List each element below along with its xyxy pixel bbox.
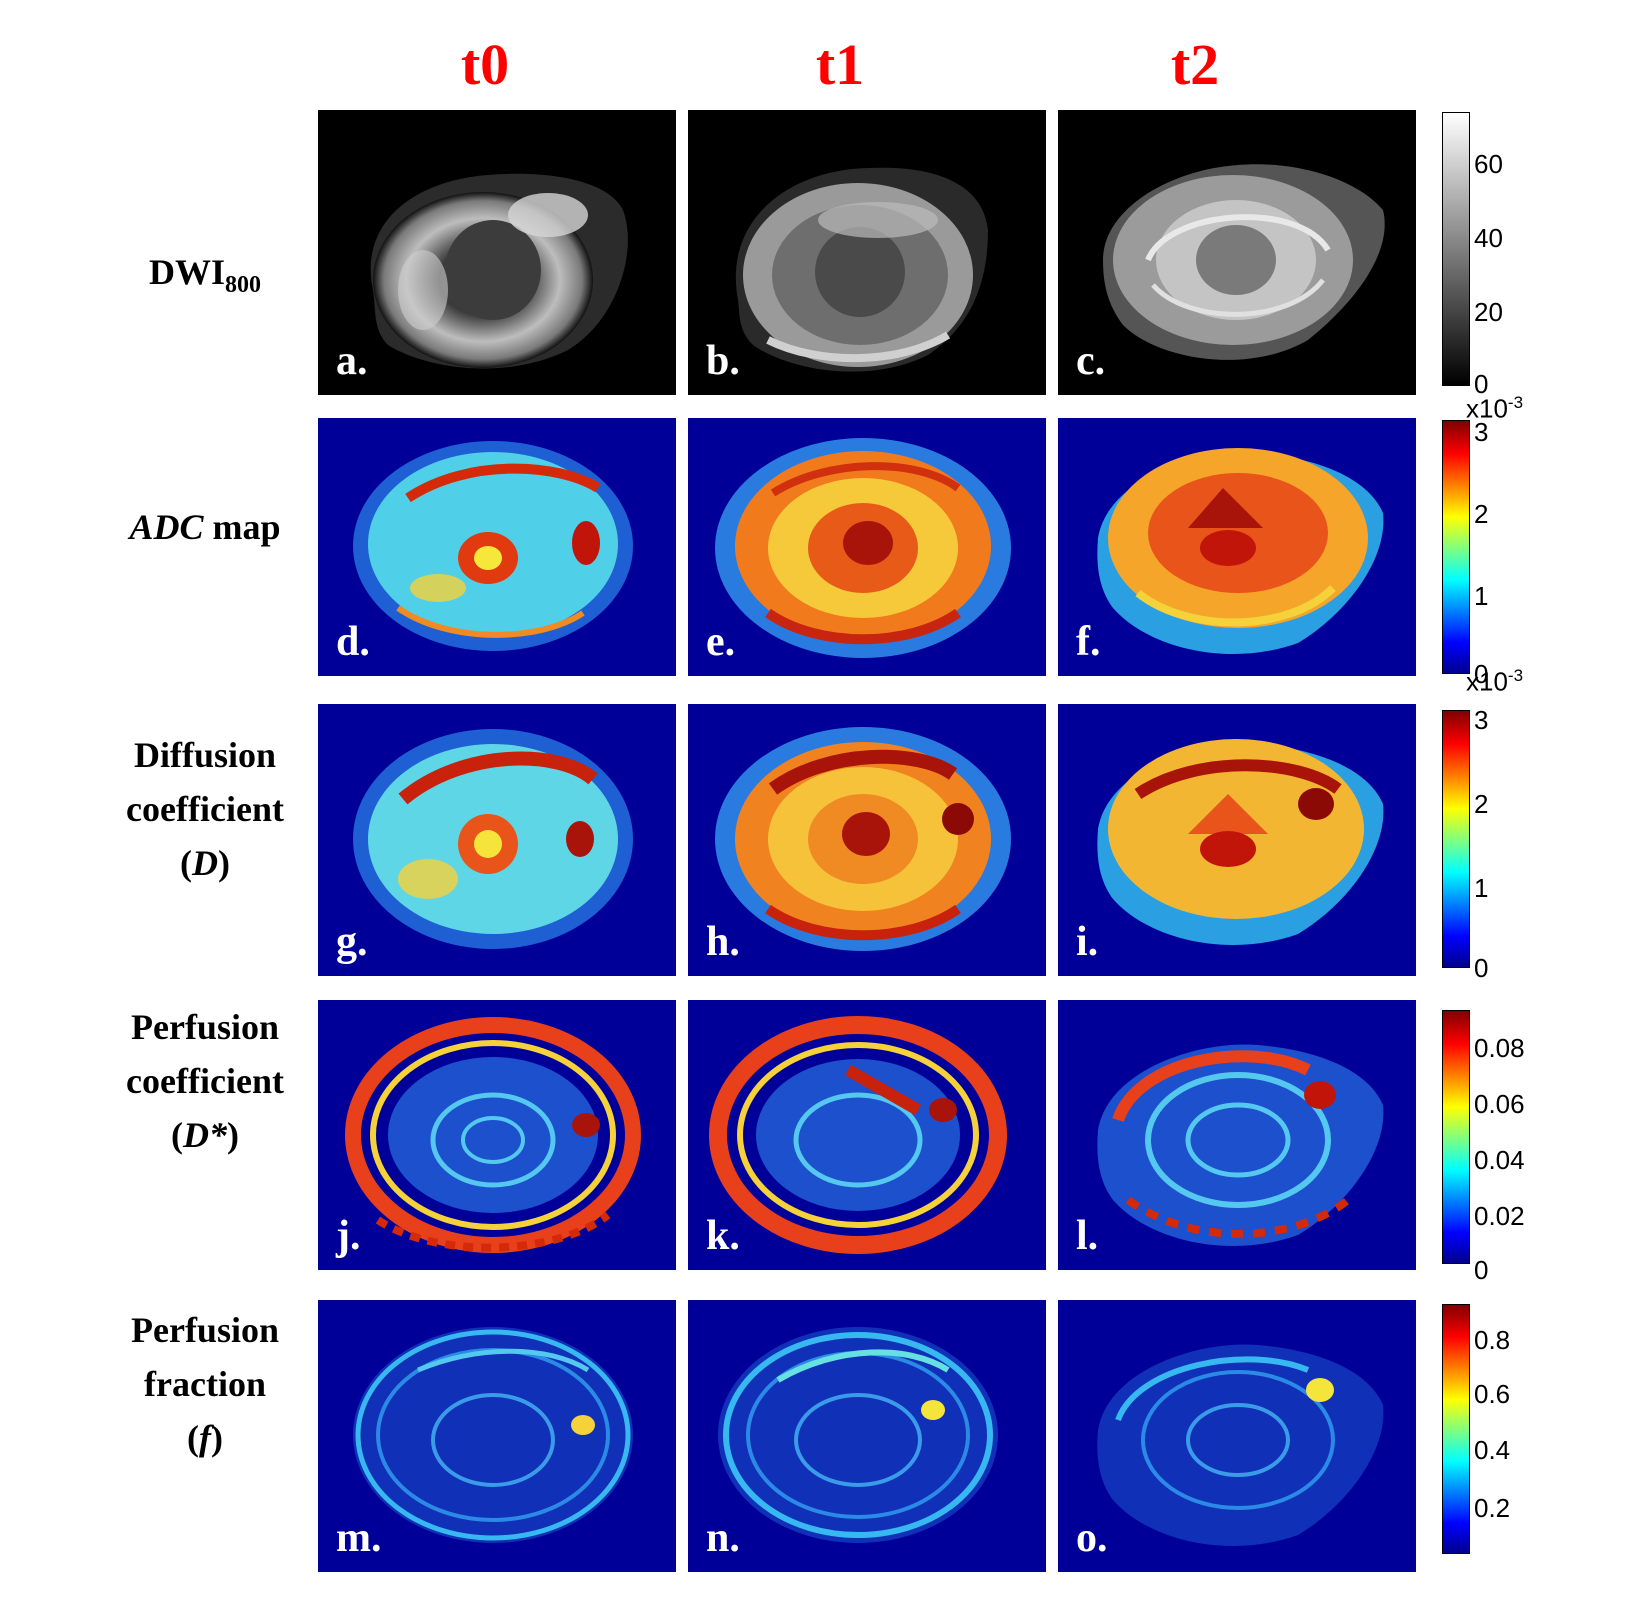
adc-map-t0: d. [318, 418, 676, 676]
panel-label-o: o. [1076, 1515, 1108, 1561]
d-map-t2: i. [1058, 704, 1416, 976]
row-label-diffusion-paren: (D) [180, 843, 230, 883]
column-header-t1: t1 [815, 32, 865, 97]
adc-map-t2-graphic [1097, 448, 1384, 655]
row-label-adc-italic: ADC [129, 507, 204, 547]
row-label-diffusion-symbol: D [192, 843, 218, 883]
dwi-image-t2-graphic [1103, 164, 1385, 360]
colorbar-d [1442, 710, 1470, 968]
dstar-map-t1-graphic [709, 1016, 1007, 1254]
adc-map-t1-graphic [715, 438, 1011, 658]
panel-label-c: c. [1076, 338, 1106, 384]
f-map-t2-graphic [1097, 1344, 1384, 1547]
colorbar-dstar-tick-002: 0.02 [1474, 1201, 1525, 1231]
colorbar-adc-exponent: x10-3 [1466, 393, 1524, 424]
d-map-t0-graphic [353, 729, 633, 949]
dstar-map-t2-graphic [1097, 1044, 1384, 1247]
colorbar-dwi-tick-0: 0 [1474, 369, 1489, 399]
panel-label-g: g. [336, 919, 368, 965]
colorbar-dstar-tick-008: 0.08 [1474, 1033, 1525, 1063]
row-label-diffusion: Diffusion coefficient (D) [80, 728, 330, 890]
adc-map-t2: f. [1058, 418, 1416, 676]
row-label-perfusion-coef-paren: (D*) [171, 1115, 239, 1155]
colorbar-dstar-tick-0: 0 [1474, 1255, 1489, 1285]
column-header-t0: t0 [460, 32, 510, 97]
colorbar-adc [1442, 420, 1470, 674]
d-map-t1: h. [688, 704, 1046, 976]
dstar-map-t0-graphic [345, 1017, 641, 1253]
colorbar-dwi-tick-40: 40 [1474, 223, 1503, 253]
panel-label-b: b. [706, 338, 740, 384]
column-header-t2: t2 [1170, 32, 1220, 97]
colorbar-d-tick-3: 3 [1474, 705, 1489, 735]
f-map-t0: m. [318, 1300, 676, 1572]
f-map-t1-graphic [718, 1327, 998, 1543]
row-label-perfusion-fraction-symbol: f [199, 1418, 211, 1458]
colorbar-d-tick-2: 2 [1474, 789, 1489, 819]
panel-label-h: h. [706, 919, 740, 965]
f-map-t0-graphic [353, 1327, 633, 1543]
row-label-diffusion-line2: coefficient [126, 789, 284, 829]
dwi-image-t2: c. [1058, 110, 1416, 395]
colorbar-f-tick-08: 0.8 [1474, 1325, 1511, 1355]
colorbar-dwi-tick-60: 60 [1474, 149, 1503, 179]
row-label-adc: ADC map [80, 500, 330, 554]
colorbar-f [1442, 1304, 1470, 1554]
panel-label-e: e. [706, 619, 736, 665]
row-label-diffusion-line1: Diffusion [133, 735, 277, 775]
row-label-dwi-text: DWI [148, 252, 225, 292]
row-label-dwi-sub: 800 [225, 272, 261, 299]
colorbar-adc-tick-3: 3 [1474, 417, 1489, 447]
f-map-t2: o. [1058, 1300, 1416, 1572]
dstar-map-t2: l. [1058, 1000, 1416, 1270]
row-label-perfusion-coef-line2: coefficient [126, 1061, 284, 1101]
colorbar-dwi [1442, 112, 1470, 386]
row-label-perfusion-fraction-line2: fraction [144, 1364, 266, 1404]
panel-label-a: a. [336, 338, 368, 384]
colorbar-adc-tick-2: 2 [1474, 499, 1489, 529]
dwi-image-t1: b. [688, 110, 1046, 395]
d-map-t2-graphic [1097, 739, 1384, 946]
dstar-map-t1: k. [688, 1000, 1046, 1270]
row-label-perfusion-coef: Perfusion coefficient (D*) [80, 1000, 330, 1162]
d-map-t0: g. [318, 704, 676, 976]
d-map-t1-graphic [715, 727, 1011, 951]
panel-label-n: n. [706, 1515, 740, 1561]
colorbar-d-tick-0: 0 [1474, 953, 1489, 983]
row-label-adc-rest: map [203, 507, 281, 547]
colorbar-d-tick-1: 1 [1474, 873, 1489, 903]
panel-label-j: j. [336, 1213, 361, 1259]
adc-map-t1: e. [688, 418, 1046, 676]
panel-label-k: k. [706, 1213, 740, 1259]
row-label-perfusion-fraction-line1: Perfusion [131, 1310, 279, 1350]
panel-label-d: d. [336, 619, 370, 665]
colorbar-f-tick-02: 0.2 [1474, 1493, 1511, 1523]
colorbar-dstar [1442, 1010, 1470, 1264]
colorbar-dstar-tick-004: 0.04 [1474, 1145, 1525, 1175]
row-label-dwi: DWI800 [80, 245, 330, 312]
dwi-image-t0-graphic [370, 173, 628, 369]
adc-map-t0-graphic [353, 441, 633, 651]
panel-label-m: m. [336, 1515, 382, 1561]
panel-label-i: i. [1076, 919, 1099, 965]
panel-label-l: l. [1076, 1213, 1099, 1259]
row-label-perfusion-coef-line1: Perfusion [131, 1007, 279, 1047]
dstar-map-t0: j. [318, 1000, 676, 1270]
row-label-perfusion-coef-symbol: D* [183, 1115, 227, 1155]
colorbar-f-tick-04: 0.4 [1474, 1435, 1511, 1465]
f-map-t1: n. [688, 1300, 1046, 1572]
dwi-image-t1-graphic [735, 167, 988, 372]
colorbar-f-tick-06: 0.6 [1474, 1379, 1511, 1409]
colorbar-adc-tick-0: 0 [1474, 659, 1489, 689]
colorbar-dwi-tick-20: 20 [1474, 297, 1503, 327]
dwi-image-t0: a. [318, 110, 676, 395]
row-label-perfusion-fraction-paren: (f) [187, 1418, 223, 1458]
row-label-perfusion-fraction: Perfusion fraction (f) [80, 1303, 330, 1465]
colorbar-dstar-tick-006: 0.06 [1474, 1089, 1525, 1119]
panel-label-f: f. [1076, 619, 1101, 665]
colorbar-adc-tick-1: 1 [1474, 581, 1489, 611]
colorbar-d-exponent: x10-3 [1466, 666, 1524, 697]
